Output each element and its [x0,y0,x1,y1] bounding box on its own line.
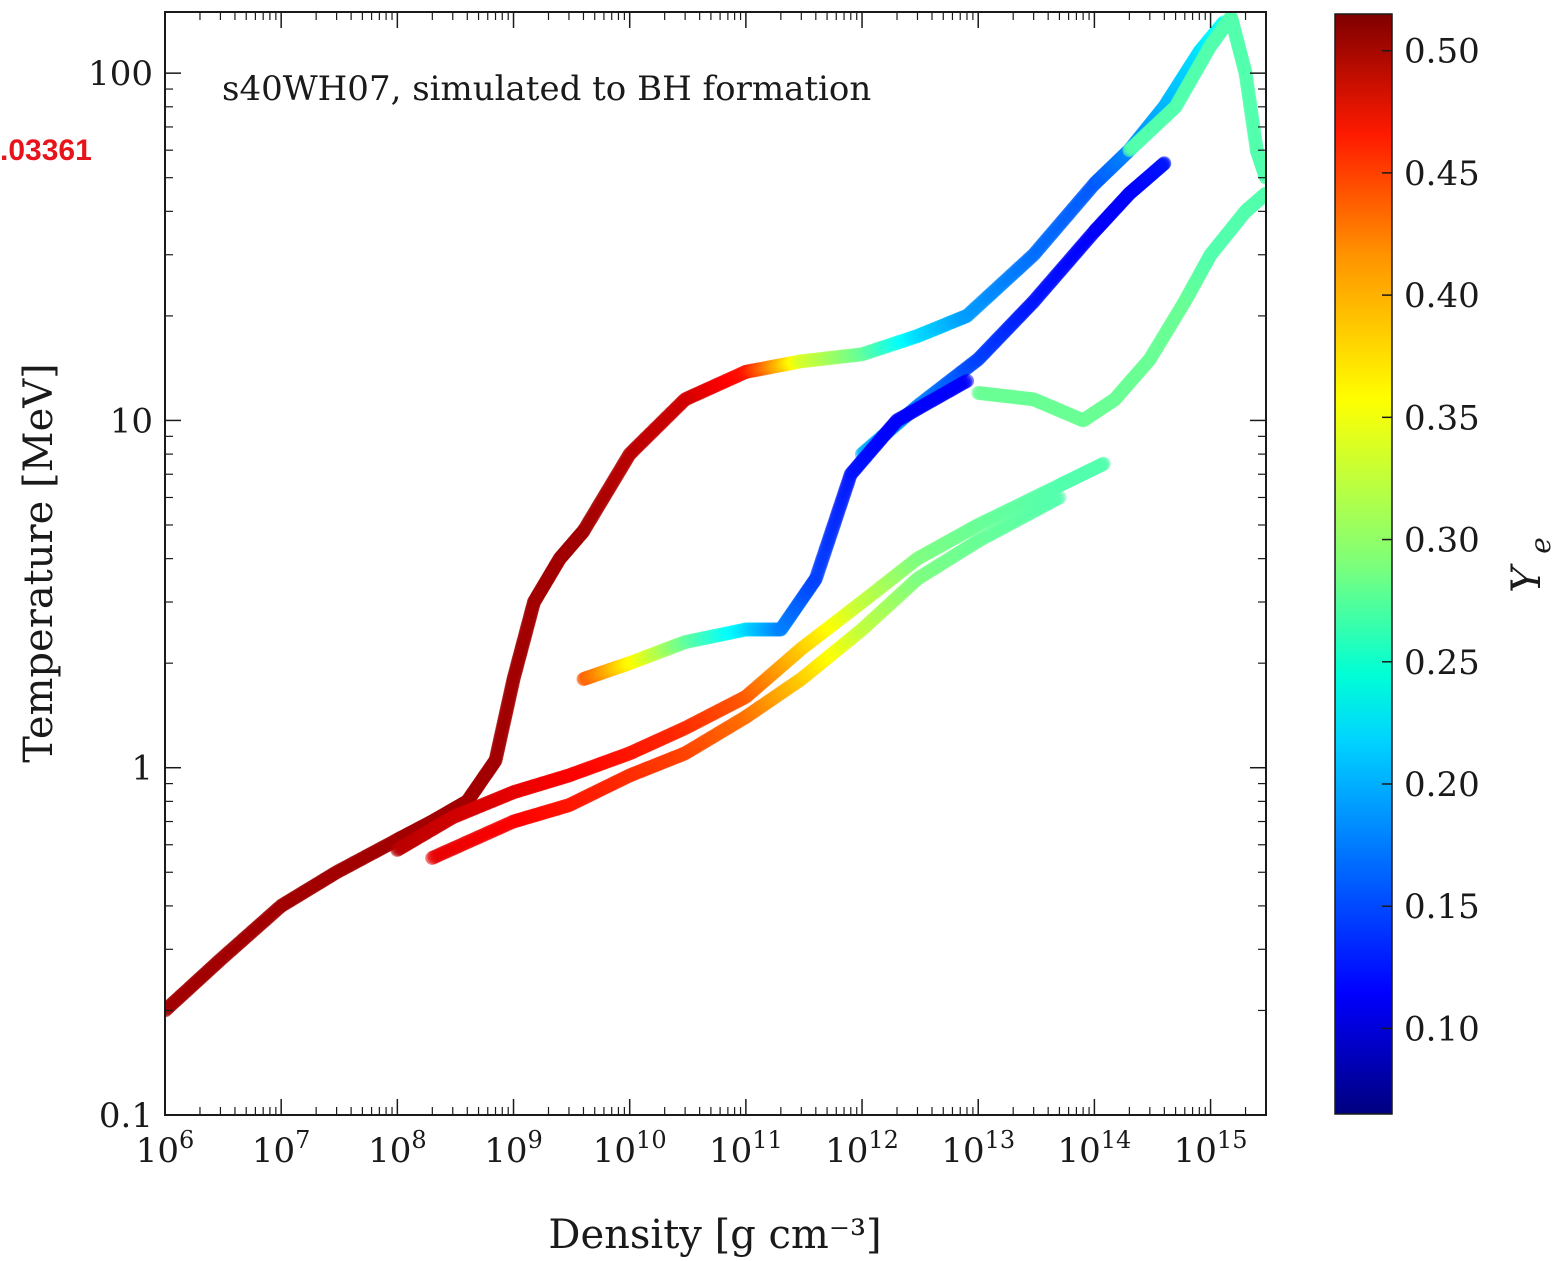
series-1 [165,364,753,1018]
colorbar-tick-label: 0.30 [1404,521,1480,561]
x-tick-label: 1014 [1057,1126,1131,1171]
data-layer [165,12,1266,1018]
series-8 [1122,12,1266,185]
x-tick-label: 1012 [825,1126,899,1171]
colorbar-tick-label: 0.25 [1404,643,1480,683]
series-7 [971,186,1266,428]
x-tick-label: 108 [368,1126,427,1171]
plot-frame [164,11,1267,1116]
y-tick-label: 1 [131,749,153,789]
y-axis-label: Temperature [MeV] [16,363,62,763]
x-tick-label: 107 [252,1126,311,1171]
x-tick-label: 1011 [709,1126,783,1171]
colorbar-axis: 0.10 0.15 0.20 0.25 0.30 0.35 0.40 0.45 0.50 [1382,32,1480,1049]
colorbar [1334,13,1393,1115]
series-3 [425,490,1067,865]
colorbar-tick-label: 0.50 [1404,32,1480,72]
y-axis: 0.1 1 10 100 [88,54,1266,1136]
x-axis-label: Density [g cm⁻³] [548,1212,881,1258]
colorbar-tick-label: 0.45 [1404,154,1480,194]
chart-annotation: s40WH07, simulated to BH formation [222,69,871,109]
data-point [1052,490,1067,505]
colorbar-label: Y e [1504,537,1557,593]
cropped-side-label: .03361 [0,134,92,167]
x-axis: 106 107 108 109 1010 1011 1012 1013 1014 1015 [136,12,1267,1171]
colorbar-tick-label: 0.20 [1404,765,1480,805]
colorbar-tick-label: 0.10 [1404,1009,1480,1049]
colorbar-tick-label: 0.35 [1404,398,1480,438]
data-point [1157,156,1172,171]
colorbar-tick-label: 0.40 [1404,276,1480,316]
data-point [960,373,974,388]
y-tick-label: 10 [110,401,153,441]
series-2 [390,456,1111,857]
x-tick-label: 1015 [1174,1126,1248,1171]
x-tick-label: 109 [484,1126,543,1171]
y-tick-label: 100 [88,54,153,94]
x-tick-label: 1010 [593,1126,667,1171]
colorbar-tick-label: 0.15 [1404,887,1480,927]
x-tick-label: 1013 [941,1126,1015,1171]
y-tick-label: 0.1 [99,1096,153,1136]
data-point [1259,186,1266,201]
series-6 [576,373,974,687]
data-point [1096,456,1111,471]
